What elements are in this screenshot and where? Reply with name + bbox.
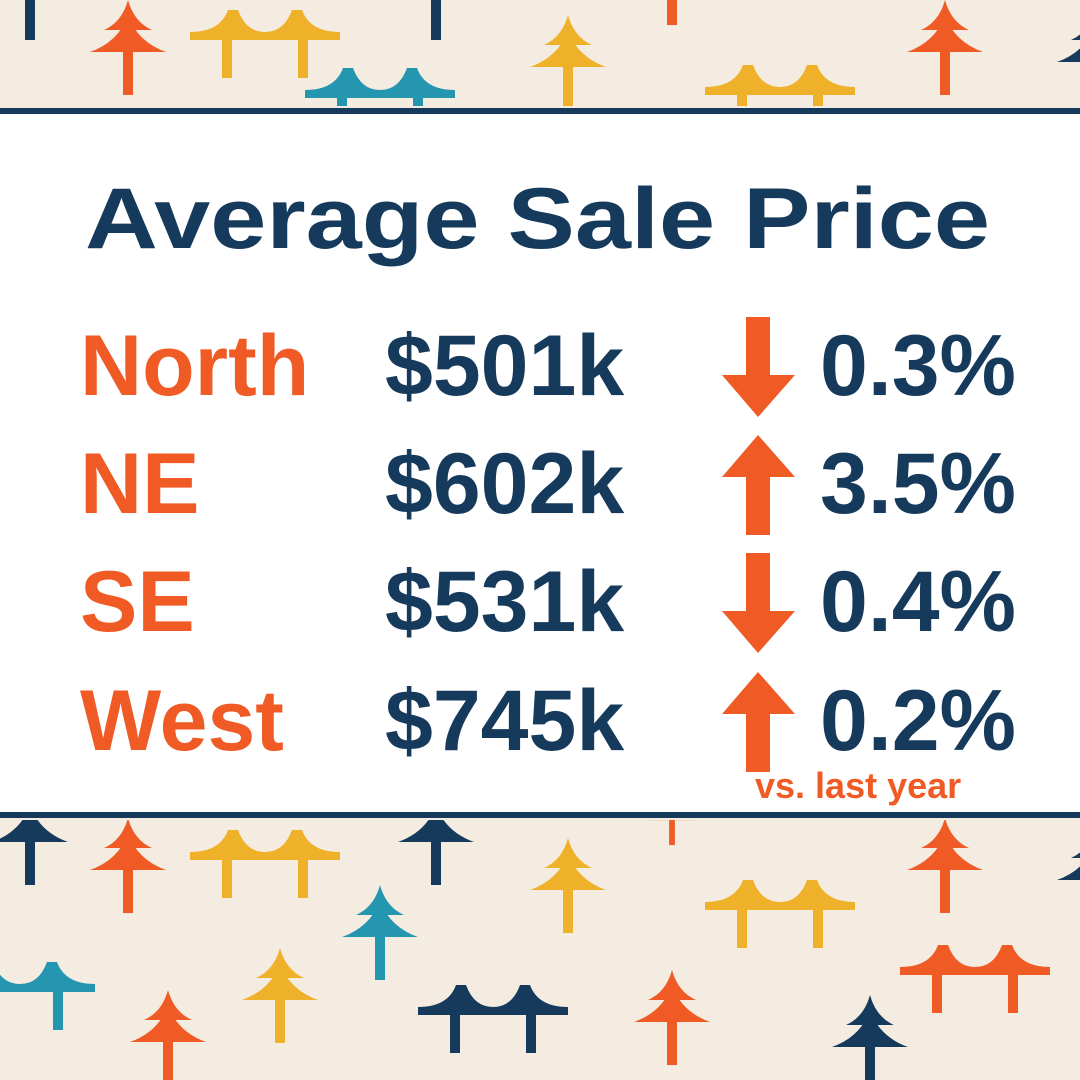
bottom-rule <box>0 812 1080 818</box>
row: North $501k 0.3% <box>80 317 1016 417</box>
tree <box>242 948 318 1043</box>
bridge <box>900 945 1050 1013</box>
tree <box>90 0 166 95</box>
tree <box>832 995 908 1080</box>
footnote: vs. last year <box>755 765 961 806</box>
change: 0.4% <box>820 554 1016 650</box>
arrow-down <box>722 317 795 417</box>
row: West $745k 0.2% <box>80 672 1016 772</box>
region: West <box>80 673 284 769</box>
region: North <box>80 318 309 414</box>
arrow-down <box>722 553 795 653</box>
tree <box>0 0 68 40</box>
bridge <box>190 10 340 78</box>
tree <box>907 0 983 95</box>
arrow-up <box>722 435 795 535</box>
bottom-pattern <box>0 820 1080 1080</box>
tree <box>90 820 166 913</box>
title: Average Sale Price <box>85 171 990 267</box>
change: 0.2% <box>820 673 1016 769</box>
price: $602k <box>385 436 624 532</box>
rows: North $501k 0.3% NE $602k 3.5% SE $531k 0.4% West… <box>80 317 1016 772</box>
tree <box>907 820 983 913</box>
panel <box>0 108 1080 818</box>
tree <box>342 885 418 980</box>
arrow-up <box>722 672 795 772</box>
bridge <box>705 880 855 948</box>
change: 0.3% <box>820 318 1016 414</box>
bridge <box>418 985 568 1053</box>
price: $531k <box>385 554 624 650</box>
bridge <box>190 830 340 898</box>
price: $745k <box>385 673 624 769</box>
tree <box>530 838 606 933</box>
tree <box>634 0 710 25</box>
region: SE <box>80 554 195 650</box>
change: 3.5% <box>820 436 1016 532</box>
row: NE $602k 3.5% <box>80 435 1016 535</box>
row: SE $531k 0.4% <box>80 553 1016 653</box>
tree <box>530 15 606 106</box>
price: $501k <box>385 318 624 414</box>
tree <box>1057 828 1080 923</box>
tree <box>1057 10 1080 105</box>
tree <box>634 970 710 1065</box>
region: NE <box>80 436 199 532</box>
tree <box>130 990 206 1080</box>
top-rule <box>0 108 1080 114</box>
bridge <box>0 962 95 1030</box>
tree <box>398 0 474 40</box>
